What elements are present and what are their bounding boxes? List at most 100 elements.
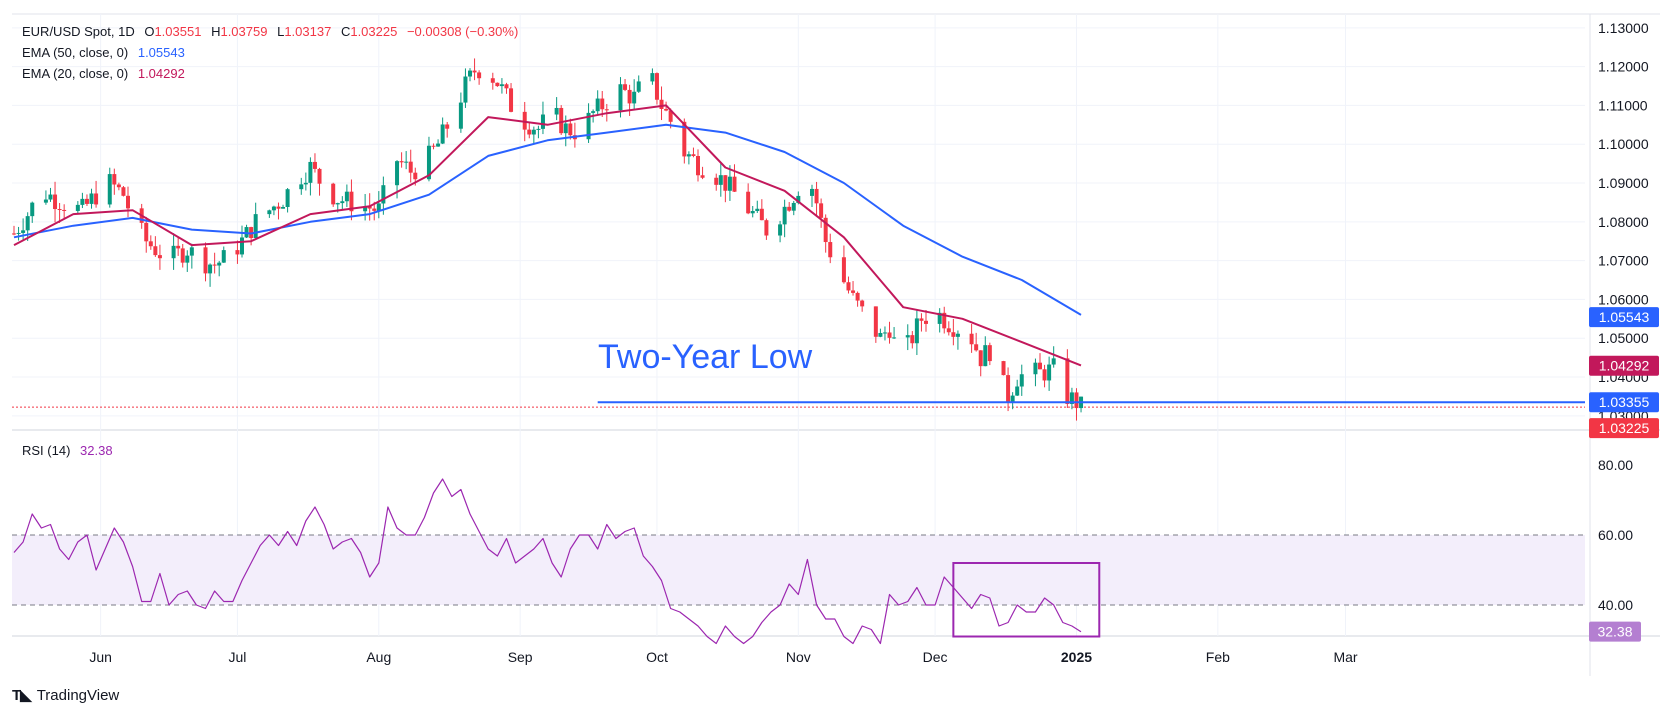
price-badge — [1589, 307, 1659, 328]
candle-body — [1047, 364, 1052, 381]
candle-body — [664, 108, 669, 111]
candle-body — [905, 335, 910, 338]
candle-body — [504, 84, 509, 89]
close-value: C1.03225 — [340, 24, 398, 39]
candle-body — [691, 154, 696, 156]
candle-body — [308, 161, 313, 183]
candle-body — [62, 209, 67, 211]
x-tick-label: Feb — [1206, 649, 1230, 665]
candle-body — [212, 264, 217, 266]
low-value: L1.03137 — [277, 24, 332, 39]
candle-body — [924, 320, 928, 324]
change-value: −0.00308 (−0.30%) — [406, 24, 519, 39]
candle-body — [53, 194, 58, 210]
candle-body — [1038, 362, 1042, 370]
x-tick-label: Jul — [228, 649, 246, 665]
candle-body — [1069, 392, 1074, 404]
candle-body — [408, 161, 413, 173]
candle-body — [335, 203, 340, 205]
high-value: H1.03759 — [211, 24, 268, 39]
brand-name: TradingView — [36, 686, 120, 704]
candle-body — [312, 161, 317, 169]
candle-body — [349, 191, 354, 212]
candle-body — [21, 230, 26, 233]
candle-body — [636, 81, 641, 92]
candle-body — [682, 121, 687, 157]
symbol-legend: EUR/USD Spot, 1D O1.03551 H1.03759 L1.03… — [22, 24, 524, 39]
candle-body — [796, 195, 801, 203]
x-tick-label: Oct — [646, 649, 668, 665]
candle-body — [522, 111, 527, 130]
candle-body — [107, 174, 112, 205]
candle-body — [490, 78, 495, 83]
candle-body — [426, 145, 431, 180]
candle-body — [157, 255, 162, 259]
candle-body — [271, 206, 276, 211]
rsi-legend: RSI (14) 32.38 — [22, 443, 119, 458]
y-tick-label: 1.09000 — [1598, 175, 1649, 191]
candle-body — [367, 206, 372, 209]
candle-body — [942, 312, 947, 329]
candle-body — [48, 194, 53, 200]
candle-body — [873, 306, 878, 337]
price-badge — [1589, 418, 1659, 439]
candle-body — [189, 247, 194, 256]
candle-body — [303, 182, 308, 185]
y-tick-label: 1.05000 — [1598, 330, 1649, 346]
candle-body — [540, 114, 545, 129]
candle-body — [823, 217, 828, 243]
candle-body — [937, 312, 942, 324]
candle-body — [331, 183, 336, 205]
candle-body — [855, 292, 860, 301]
rsi-highlight-box — [952, 562, 1101, 638]
candle-body — [468, 70, 472, 77]
rsi-tick-label: 80.00 — [1598, 457, 1633, 473]
candle-body — [955, 333, 960, 337]
candle-body — [445, 124, 450, 129]
candle-body — [778, 224, 783, 236]
candle-body — [650, 73, 655, 82]
candle-body — [586, 112, 591, 140]
ema20-line — [13, 104, 1082, 367]
candle-body — [16, 232, 21, 234]
candle-body — [746, 191, 751, 214]
candle-body — [887, 332, 892, 338]
rsi-badge-label: 32.38 — [1597, 624, 1632, 640]
candle-body — [554, 107, 559, 115]
candle-body — [203, 247, 208, 274]
candle-body — [395, 161, 400, 186]
candle-body — [750, 211, 755, 214]
ema50-legend: EMA (50, close, 0) 1.05543 — [22, 45, 191, 60]
candle-body — [563, 123, 568, 134]
ema20-value: 1.04292 — [137, 66, 185, 81]
candle-body — [946, 328, 951, 333]
candle-body — [623, 84, 628, 90]
rsi-value: 32.38 — [80, 443, 113, 458]
candle-body — [12, 233, 16, 235]
candle-body — [764, 220, 769, 236]
candle-body — [43, 199, 48, 203]
candle-body — [595, 98, 600, 112]
tradingview-footer[interactable]: T◣ TradingView — [12, 686, 120, 705]
candle-body — [686, 154, 691, 157]
candle-body — [472, 70, 477, 73]
price-badge — [1589, 392, 1659, 413]
candle-body — [340, 201, 345, 204]
x-tick-label: Mar — [1333, 649, 1357, 665]
candle-body — [413, 172, 418, 180]
x-tick-label: Aug — [366, 649, 391, 665]
candle-body — [344, 191, 349, 202]
ema20-label: EMA (20, close, 0) — [22, 66, 129, 81]
candle-body — [951, 332, 956, 337]
candle-body — [285, 189, 290, 207]
candle-body — [217, 262, 222, 266]
candle-body — [632, 91, 637, 104]
candle-body — [974, 344, 979, 351]
candle-body — [30, 202, 35, 217]
candle-body — [910, 335, 915, 344]
candle-body — [121, 187, 126, 196]
candle-body — [94, 193, 99, 205]
x-tick-label: Sep — [508, 649, 533, 665]
rsi-label: RSI (14) — [22, 443, 71, 458]
